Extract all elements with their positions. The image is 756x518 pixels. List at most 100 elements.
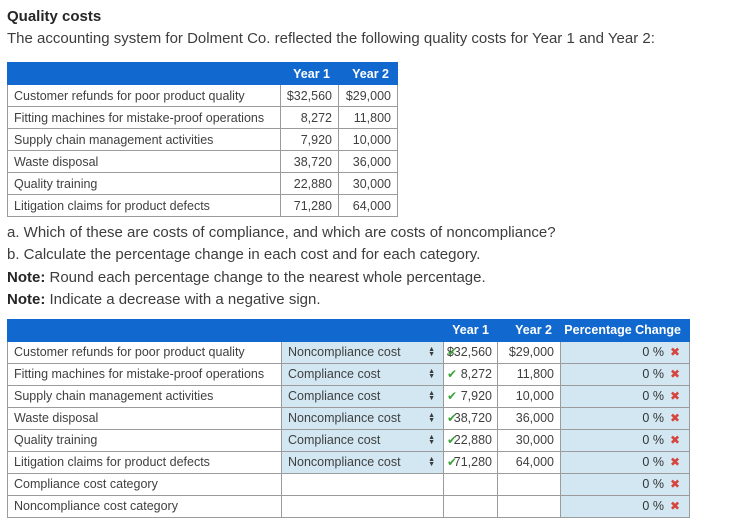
- cost-item-label: Litigation claims for product defects: [7, 450, 282, 474]
- table-row: Litigation claims for product defects No…: [7, 450, 690, 474]
- percentage-input-cell[interactable]: 0 % ✖: [560, 428, 690, 452]
- cost-item-label: Fitting machines for mistake-proof opera…: [7, 362, 282, 386]
- year1-value-cell: ✔ 7,920: [443, 384, 498, 408]
- dropdown-arrows-icon: ▲ ▼: [428, 390, 435, 403]
- category-dropdown[interactable]: Noncompliance cost ▲ ▼: [281, 340, 444, 364]
- question-a: a. Which of these are costs of complianc…: [7, 224, 556, 241]
- table-header-row: Year 1 Year 2: [7, 62, 398, 85]
- table-row: Noncompliance cost category 0 % ✖: [7, 494, 690, 518]
- year2-header: Year 2: [338, 62, 398, 85]
- percentage-input-cell[interactable]: 0 % ✖: [560, 340, 690, 364]
- empty-cell: [281, 494, 444, 518]
- table-row: Supply chain management activities 7,920…: [7, 128, 398, 151]
- table-row: Fitting machines for mistake-proof opera…: [7, 362, 690, 386]
- correct-check-icon: ✔: [447, 411, 458, 426]
- empty-cell: [443, 472, 498, 496]
- incorrect-x-icon: ✖: [669, 455, 680, 470]
- year2-value: 36,000: [338, 150, 398, 173]
- year1-value: 8,272: [280, 106, 339, 129]
- answer-table: Year 1 Year 2 Percentage Change Customer…: [7, 318, 690, 518]
- category-dropdown[interactable]: Compliance cost ▲ ▼: [281, 428, 444, 452]
- year1-value: 71,280: [280, 194, 339, 217]
- year1-value-cell: ✔ 8,272: [443, 362, 498, 386]
- correct-check-icon: ✔: [447, 389, 458, 404]
- table-row: Waste disposal Noncompliance cost ▲ ▼ ✔ 38,…: [7, 406, 690, 430]
- note-negative-sign: Note: Indicate a decrease with a negativ…: [7, 291, 321, 309]
- percentage-input-cell[interactable]: 0 % ✖: [560, 406, 690, 430]
- year1-value-cell: ✔ 38,720: [443, 406, 498, 430]
- cost-item-label: Customer refunds for poor product qualit…: [7, 340, 282, 364]
- dropdown-arrows-icon: ▲ ▼: [428, 456, 435, 469]
- year1-value: 38,720: [280, 150, 339, 173]
- dropdown-arrows-icon: ▲ ▼: [428, 346, 435, 359]
- empty-cell: [497, 494, 561, 518]
- percentage-input-cell[interactable]: 0 % ✖: [560, 362, 690, 386]
- percentage-input-cell[interactable]: 0 % ✖: [560, 472, 690, 496]
- table-row: Litigation claims for product defects 71…: [7, 194, 398, 217]
- table-row: Supply chain management activities Compl…: [7, 384, 690, 408]
- empty-header-cell: [7, 318, 282, 342]
- table-row: Compliance cost category 0 % ✖: [7, 472, 690, 496]
- table-row: Fitting machines for mistake-proof opera…: [7, 106, 398, 129]
- year1-value-cell: ✔ 22,880: [443, 428, 498, 452]
- category-dropdown[interactable]: Compliance cost ▲ ▼: [281, 362, 444, 386]
- category-dropdown[interactable]: Noncompliance cost ▲ ▼: [281, 406, 444, 430]
- incorrect-x-icon: ✖: [669, 411, 680, 426]
- year1-value-cell: ✔ $32,560: [443, 340, 498, 364]
- percentage-change-header: Percentage Change: [560, 318, 690, 342]
- table-row: Quality training 22,880 30,000: [7, 172, 398, 195]
- note-rounding: Note: Round each percentage change to th…: [7, 268, 486, 286]
- note-label: Note:: [7, 268, 46, 286]
- empty-cell: [497, 472, 561, 496]
- dropdown-arrows-icon: ▲ ▼: [428, 434, 435, 447]
- cost-item-label: Waste disposal: [7, 150, 281, 173]
- table-row: Customer refunds for poor product qualit…: [7, 340, 690, 364]
- year2-value: 36,000: [497, 406, 561, 430]
- year1-value-cell: ✔ 71,280: [443, 450, 498, 474]
- incorrect-x-icon: ✖: [669, 389, 680, 404]
- year2-value: $29,000: [497, 340, 561, 364]
- empty-header-cell: [7, 62, 281, 85]
- cost-item-label: Supply chain management activities: [7, 128, 281, 151]
- note-label: Note:: [7, 291, 46, 309]
- incorrect-x-icon: ✖: [669, 433, 680, 448]
- incorrect-x-icon: ✖: [669, 477, 680, 492]
- year1-header: Year 1: [443, 318, 498, 342]
- year1-header: Year 1: [280, 62, 339, 85]
- empty-cell: [443, 494, 498, 518]
- intro-text: The accounting system for Dolment Co. re…: [7, 30, 655, 47]
- quality-costs-table: Year 1 Year 2 Customer refunds for poor …: [7, 62, 398, 217]
- incorrect-x-icon: ✖: [669, 345, 680, 360]
- cost-item-label: Litigation claims for product defects: [7, 194, 281, 217]
- category-dropdown[interactable]: Compliance cost ▲ ▼: [281, 384, 444, 408]
- cost-item-label: Supply chain management activities: [7, 384, 282, 408]
- incorrect-x-icon: ✖: [669, 499, 680, 514]
- category-total-label: Noncompliance cost category: [7, 494, 282, 518]
- table-header-row: Year 1 Year 2 Percentage Change: [7, 318, 690, 342]
- category-dropdown[interactable]: Noncompliance cost ▲ ▼: [281, 450, 444, 474]
- table-row: Customer refunds for poor product qualit…: [7, 84, 398, 107]
- table-row: Waste disposal 38,720 36,000: [7, 150, 398, 173]
- category-total-label: Compliance cost category: [7, 472, 282, 496]
- correct-check-icon: ✔: [447, 455, 458, 470]
- cost-item-label: Waste disposal: [7, 406, 282, 430]
- cost-item-label: Quality training: [7, 428, 282, 452]
- cost-item-label: Quality training: [7, 172, 281, 195]
- dropdown-arrows-icon: ▲ ▼: [428, 368, 435, 381]
- question-b: b. Calculate the percentage change in ea…: [7, 246, 481, 264]
- empty-header-cell: [281, 318, 444, 342]
- year2-value: 30,000: [497, 428, 561, 452]
- percentage-input-cell[interactable]: 0 % ✖: [560, 384, 690, 408]
- page-title: Quality costs: [7, 8, 102, 25]
- table-row: Quality training Compliance cost ▲ ▼ ✔ 22,8…: [7, 428, 690, 452]
- percentage-input-cell[interactable]: 0 % ✖: [560, 494, 690, 518]
- year2-value: 11,800: [338, 106, 398, 129]
- year2-value: 10,000: [497, 384, 561, 408]
- instructions-block: a. Which of these are costs of complianc…: [7, 222, 756, 312]
- correct-check-icon: ✔: [447, 367, 458, 382]
- year2-value: 64,000: [338, 194, 398, 217]
- correct-check-icon: ✔: [447, 433, 458, 448]
- year2-value: 30,000: [338, 172, 398, 195]
- percentage-input-cell[interactable]: 0 % ✖: [560, 450, 690, 474]
